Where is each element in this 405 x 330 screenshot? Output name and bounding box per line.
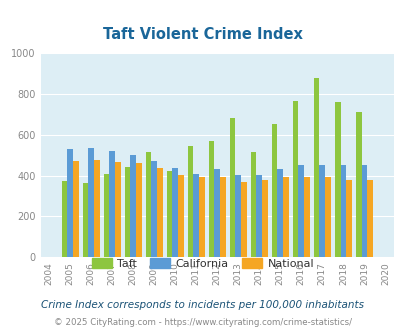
Legend: Taft, California, National: Taft, California, National [87, 254, 318, 273]
Bar [124, 167, 130, 257]
Bar [115, 162, 120, 257]
Bar [193, 174, 198, 257]
Bar [313, 79, 319, 257]
Bar [220, 177, 225, 257]
Text: Taft Violent Crime Index: Taft Violent Crime Index [103, 27, 302, 42]
Bar [145, 152, 151, 257]
Bar [324, 177, 330, 257]
Bar [151, 161, 157, 257]
Bar [241, 182, 246, 257]
Text: © 2025 CityRating.com - https://www.cityrating.com/crime-statistics/: © 2025 CityRating.com - https://www.city… [54, 318, 351, 327]
Bar [157, 168, 162, 257]
Bar [355, 112, 361, 257]
Bar [262, 180, 267, 257]
Bar [136, 163, 141, 257]
Bar [94, 160, 99, 257]
Bar [298, 165, 303, 257]
Bar [67, 149, 72, 257]
Bar [109, 151, 115, 257]
Bar [172, 168, 177, 257]
Bar [214, 169, 220, 257]
Text: Crime Index corresponds to incidents per 100,000 inhabitants: Crime Index corresponds to incidents per… [41, 300, 364, 310]
Bar [235, 175, 241, 257]
Bar [187, 146, 193, 257]
Bar [256, 175, 262, 257]
Bar [177, 175, 183, 257]
Bar [72, 161, 78, 257]
Bar [166, 172, 172, 257]
Bar [130, 155, 136, 257]
Bar [340, 165, 345, 257]
Bar [62, 181, 67, 257]
Bar [229, 118, 235, 257]
Bar [366, 180, 372, 257]
Bar [82, 183, 88, 257]
Bar [103, 174, 109, 257]
Bar [334, 102, 340, 257]
Bar [208, 141, 214, 257]
Bar [361, 165, 366, 257]
Bar [303, 177, 309, 257]
Bar [319, 165, 324, 257]
Bar [277, 169, 282, 257]
Bar [282, 177, 288, 257]
Bar [271, 124, 277, 257]
Bar [88, 148, 94, 257]
Bar [198, 177, 204, 257]
Bar [345, 180, 351, 257]
Bar [250, 152, 256, 257]
Bar [292, 101, 298, 257]
